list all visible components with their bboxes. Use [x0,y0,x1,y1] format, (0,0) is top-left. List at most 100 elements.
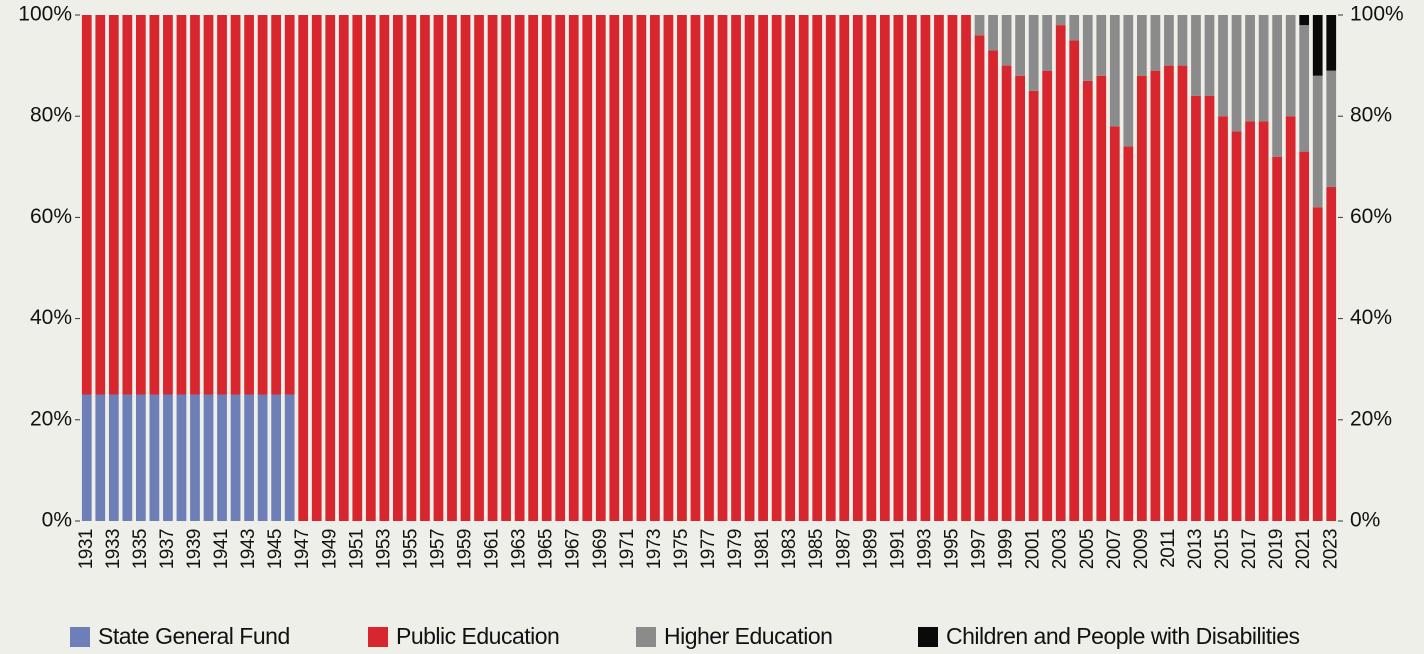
x-tick-label: 2001 [1023,529,1044,569]
x-tick-label: 1979 [725,529,746,569]
bar-segment [839,15,850,521]
x-tick-label: 1963 [509,529,530,569]
x-tick-label: 1961 [482,529,503,569]
bar-segment [785,15,796,521]
bar-segment [136,394,146,521]
x-tick-label: 1953 [373,529,394,569]
bar-segment [568,15,579,521]
bar-segment [1177,15,1188,66]
bar-segment [149,394,160,521]
bar-segment [257,15,268,395]
bar-segment [1258,121,1269,521]
x-tick-label: 2013 [1185,529,1206,569]
bar-segment [1299,25,1310,152]
x-tick-label: 1989 [860,529,881,569]
bar-segment [866,15,877,521]
x-tick-label: 1993 [914,529,935,569]
x-tick-label: 1949 [319,529,340,569]
legend-swatch [636,627,656,647]
bar-segment [1055,25,1066,522]
legend-swatch [918,627,938,647]
x-tick-label: 2003 [1050,529,1071,569]
bar-segment [1109,126,1120,521]
bar-segment [825,15,836,521]
bar-segment [393,15,403,521]
bar-segment [1191,95,1201,522]
bar-segment [271,394,282,521]
bar-segment [541,15,552,521]
bar-segment [108,394,119,521]
bar-segment [203,394,214,521]
bar-segment [379,15,390,521]
bar-segment [528,15,539,521]
bar-segment [1136,15,1147,76]
bar-segment [284,394,295,521]
bar-segment [122,394,133,521]
bar-segment [460,15,471,521]
bar-segment [136,15,146,395]
bar-segment [244,15,254,395]
y2-tick-label: 100% [1350,3,1404,26]
bar-segment [1042,70,1053,521]
bar-segment [1204,15,1215,96]
bar-segment [1069,40,1080,522]
bar-segment [852,15,863,521]
bar-segment [758,15,768,521]
x-tick-label: 2011 [1158,529,1179,568]
x-tick-label: 1967 [563,529,584,569]
bar-segment [1245,15,1255,122]
bar-segment [190,394,200,521]
x-tick-label: 1957 [427,529,448,569]
bar-segment [244,394,254,521]
legend-label: Children and People with Disabilities [946,623,1300,649]
x-tick-label: 1985 [806,529,827,569]
bar-segment [582,15,593,521]
x-tick-label: 2009 [1131,529,1152,569]
bar-segment [352,15,363,521]
bar-segment [622,15,633,521]
bar-segment [595,15,606,521]
bar-segment [717,15,728,521]
bar-segment [1164,65,1174,521]
legend-swatch [368,627,388,647]
x-tick-label: 2019 [1266,529,1287,569]
bar-segment [1285,15,1296,117]
bar-segment [1123,15,1134,147]
x-tick-label: 1951 [346,529,367,569]
x-tick-label: 2023 [1320,529,1341,569]
x-tick-label: 1931 [76,529,97,569]
bar-segment [1299,151,1310,521]
y2-tick-label: 0% [1350,509,1380,532]
bar-segment [1015,15,1025,76]
x-tick-label: 1983 [779,529,800,569]
x-tick-label: 1947 [292,529,313,569]
bar-segment [1028,15,1039,91]
bar-segment [690,15,701,521]
bar-segment [1164,15,1174,66]
bar-segment [1055,15,1066,26]
bar-segment [1096,75,1107,521]
y-tick-label: 80% [30,104,72,127]
bar-segment [257,394,268,521]
bar-segment [501,15,511,521]
bar-segment [365,15,376,521]
bar-segment [406,15,417,521]
x-tick-label: 1935 [130,529,151,569]
x-tick-label: 1975 [671,529,692,569]
y-tick-label: 20% [30,407,72,430]
bar-segment [947,15,958,521]
bar-segment [420,15,430,521]
bar-segment [731,15,741,521]
x-tick-label: 1943 [238,529,259,569]
bar-segment [163,15,173,395]
bar-segment [663,15,674,521]
x-tick-label: 1933 [103,529,124,569]
bar-segment [474,15,484,521]
bar-segment [217,394,227,521]
bar-segment [1082,80,1093,521]
bar-segment [311,15,322,521]
x-tick-label: 1959 [455,529,476,569]
bar-segment [108,15,119,395]
x-tick-label: 1945 [265,529,286,569]
